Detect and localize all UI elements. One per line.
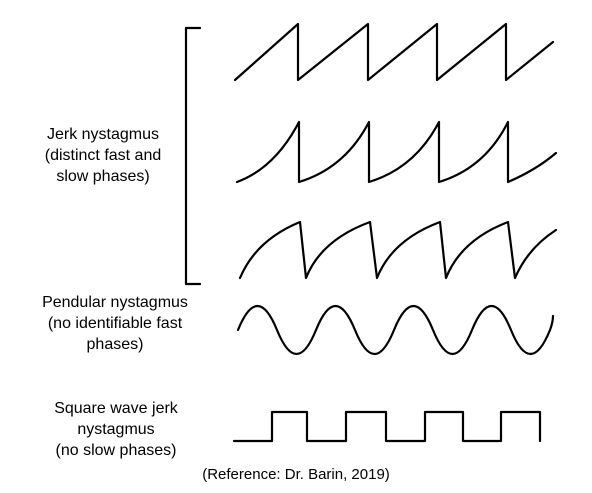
jerk-decelerating-trace	[238, 220, 558, 280]
square-label-line-1: Square wave jerk	[54, 400, 178, 417]
pendular-label-line-2: (no identifiable fast	[47, 315, 183, 332]
reference-caption: (Reference: Dr. Barin, 2019)	[202, 466, 390, 483]
square-wave-trace	[232, 410, 542, 443]
pendular-label-line-1: Pendular nystagmus	[42, 294, 188, 311]
jerk-label-line-3: slow phases)	[56, 168, 150, 185]
pendular-nystagmus-label: Pendular nystagmus (no identifiable fast…	[22, 292, 208, 355]
square-wave-label: Square wave jerk nystagmus (no slow phas…	[30, 398, 202, 461]
jerk-linear-trace	[233, 22, 555, 82]
square-label-line-3: (no slow phases)	[55, 442, 177, 459]
jerk-nystagmus-label: Jerk nystagmus (distinct fast and slow p…	[12, 124, 194, 187]
pendular-label-line-3: phases)	[86, 336, 144, 353]
jerk-bracket	[184, 26, 202, 286]
square-label-line-2: nystagmus	[77, 421, 155, 438]
jerk-accelerating-trace	[235, 120, 558, 184]
pendular-trace	[236, 304, 555, 356]
jerk-label-line-1: Jerk nystagmus	[46, 126, 160, 143]
jerk-label-line-2: (distinct fast and	[44, 147, 162, 164]
